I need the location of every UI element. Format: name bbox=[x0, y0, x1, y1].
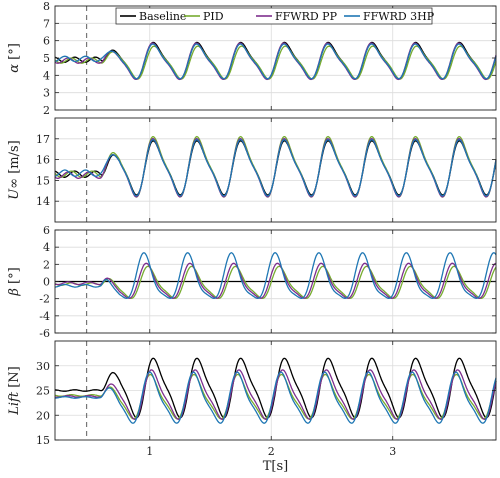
y-axis-label: Lift [N] bbox=[7, 366, 22, 415]
y-axis-symbol: β bbox=[7, 288, 22, 297]
y-axis-label: U∞ [m/s] bbox=[7, 140, 22, 199]
x-tick-label: 1 bbox=[146, 445, 153, 458]
y-tick-label: -2 bbox=[39, 293, 50, 306]
y-tick-label: 2 bbox=[43, 258, 50, 271]
y-axis-unit: [N] bbox=[7, 366, 22, 392]
x-axis-label: T[s] bbox=[263, 459, 289, 474]
y-tick-label: 7 bbox=[43, 17, 50, 30]
axes-frame bbox=[54, 117, 497, 223]
y-tick-label: 16 bbox=[36, 154, 50, 167]
legend-entry: PID bbox=[203, 10, 224, 23]
y-axis-label: β [°] bbox=[7, 267, 22, 296]
y-tick-label: -4 bbox=[39, 310, 50, 323]
y-axis-label: α [°] bbox=[7, 43, 22, 73]
y-tick-label: 4 bbox=[43, 241, 50, 254]
y-axis-symbol: α bbox=[7, 64, 22, 73]
y-tick-label: 6 bbox=[43, 224, 50, 237]
legend-entry: Baseline bbox=[139, 10, 186, 23]
y-tick-label: 15 bbox=[36, 174, 50, 187]
y-tick-label: 17 bbox=[36, 133, 50, 146]
panel-uinf: 14 15 16 17 U∞ [m/s] bbox=[7, 117, 497, 223]
series-line-ffwrd-3hp bbox=[54, 43, 497, 80]
y-axis-symbol: Lift bbox=[7, 391, 22, 416]
y-tick-label: 4 bbox=[43, 69, 50, 82]
y-axis-unit: [°] bbox=[7, 267, 22, 288]
legend-box bbox=[115, 7, 433, 25]
y-tick-label: 6 bbox=[43, 35, 50, 48]
y-tick-label: 0 bbox=[43, 276, 50, 289]
y-tick-label: 15 bbox=[36, 434, 50, 447]
series-line-ffwrd-3hp bbox=[54, 251, 497, 299]
y-axis-symbol: U∞ bbox=[7, 178, 22, 200]
y-axis-unit: [°] bbox=[7, 43, 22, 64]
x-tick-label: 3 bbox=[389, 445, 396, 458]
y-tick-label: 30 bbox=[36, 360, 50, 373]
y-tick-label: -6 bbox=[39, 327, 50, 340]
series-line-ffwrd-3hp bbox=[54, 371, 497, 424]
y-tick-label: 3 bbox=[43, 87, 50, 100]
panel-beta: -6 -4 -2 0 2 4 6 β [°] bbox=[7, 224, 497, 340]
y-tick-label: 5 bbox=[43, 52, 50, 65]
panel-lift: 15 20 25 30 1 2 3 Lift [N] bbox=[7, 340, 497, 458]
y-axis-unit: [m/s] bbox=[7, 140, 22, 178]
legend-entry: FFWRD 3HP bbox=[363, 10, 435, 23]
legend: Baseline PID FFWRD PP FFWRD 3HP bbox=[115, 7, 435, 25]
series-line-ffwrd-3hp bbox=[54, 138, 497, 197]
y-tick-label: 25 bbox=[36, 385, 50, 398]
y-tick-label: 2 bbox=[43, 104, 50, 117]
y-tick-label: 14 bbox=[36, 195, 50, 208]
legend-entry: FFWRD PP bbox=[275, 10, 338, 23]
series-line-ffwrd-pp bbox=[54, 369, 497, 420]
x-tick-label: 2 bbox=[268, 445, 275, 458]
y-tick-label: 20 bbox=[36, 409, 50, 422]
y-tick-label: 8 bbox=[43, 0, 50, 13]
